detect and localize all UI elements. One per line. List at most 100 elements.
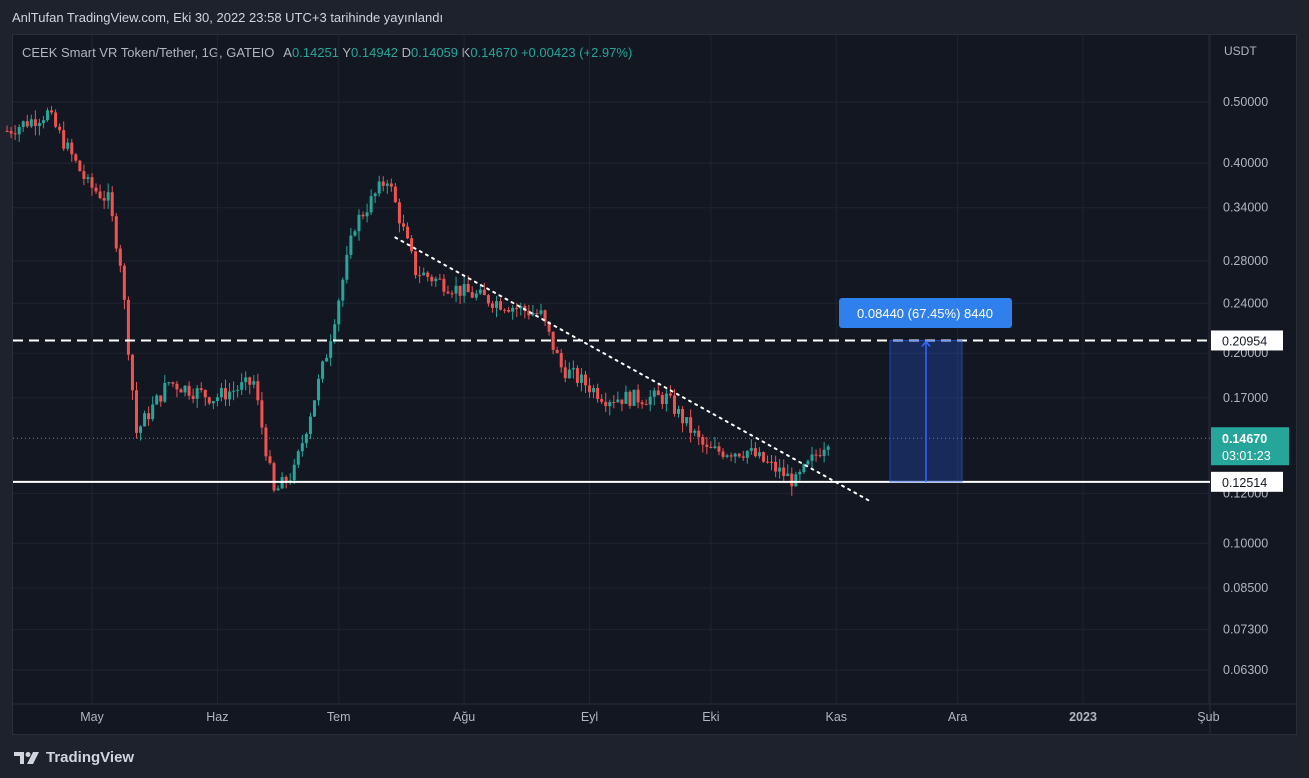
candle — [122, 263, 126, 310]
candle-body — [733, 453, 737, 457]
candle — [232, 381, 236, 401]
candle — [426, 271, 430, 282]
candle — [677, 405, 681, 418]
candle — [46, 107, 50, 122]
candle-body — [232, 390, 236, 392]
candle-body — [106, 192, 110, 201]
candle-body — [361, 214, 365, 217]
candle-body — [25, 121, 29, 127]
candle-body — [207, 397, 211, 404]
candle — [632, 389, 636, 407]
candle-body — [385, 183, 389, 186]
candle-body — [766, 461, 770, 463]
candle-body — [559, 353, 563, 368]
candle — [798, 469, 802, 481]
candle — [215, 393, 219, 407]
candle — [608, 399, 612, 416]
candle-body — [644, 404, 648, 406]
candle — [381, 176, 385, 192]
candle — [300, 434, 304, 457]
candle-body — [195, 388, 199, 399]
candle-body — [418, 275, 422, 277]
candle — [389, 178, 393, 192]
candle — [507, 306, 511, 313]
candle — [373, 192, 377, 203]
candle — [62, 121, 66, 152]
candle — [17, 124, 21, 142]
candle-body — [256, 381, 260, 401]
candle-body — [474, 293, 478, 298]
candle-body — [588, 385, 592, 393]
candle — [454, 276, 458, 303]
countdown-label: 03:01:23 — [1222, 449, 1271, 463]
candle-body — [430, 276, 434, 282]
price-tick-label: 0.17000 — [1223, 391, 1268, 405]
candle — [393, 183, 397, 204]
tradingview-logo[interactable]: TradingView — [14, 749, 134, 766]
candle-body — [806, 460, 810, 465]
candle — [134, 382, 138, 439]
candle — [535, 309, 539, 316]
candle-body — [616, 399, 620, 403]
candle-body — [236, 389, 240, 391]
candle — [337, 298, 341, 332]
candle-body — [365, 212, 369, 217]
candle-body — [82, 171, 86, 179]
candle — [29, 114, 33, 129]
candle-body — [126, 299, 130, 355]
candle-body — [636, 389, 640, 403]
candle — [555, 346, 559, 354]
candle — [802, 463, 806, 475]
candle-body — [292, 464, 296, 481]
candle — [187, 381, 191, 400]
candle — [588, 377, 592, 398]
candle — [729, 452, 733, 462]
measure-label-bg — [839, 298, 1012, 328]
candle-body — [341, 279, 345, 301]
candle — [810, 446, 814, 469]
candle — [741, 450, 745, 461]
candle-body — [414, 251, 418, 276]
candle — [717, 442, 721, 456]
candle — [207, 396, 211, 406]
candle-body — [171, 382, 175, 384]
candle-body — [434, 278, 438, 282]
candle — [766, 455, 770, 464]
candle-body — [527, 310, 531, 316]
last-price-tag — [1211, 427, 1289, 466]
candle-body — [317, 378, 321, 401]
candle-body — [264, 427, 268, 457]
candle-body — [151, 404, 155, 420]
candle-body — [191, 395, 195, 399]
candle — [167, 381, 171, 386]
open-value: 0.14251 — [291, 45, 339, 60]
candle — [782, 459, 786, 484]
candle-body — [406, 226, 410, 239]
candle — [778, 459, 782, 479]
candle-body — [147, 413, 151, 420]
candle-body — [357, 214, 361, 232]
candle-body — [608, 401, 612, 407]
candle — [240, 373, 244, 396]
candle-body — [211, 401, 215, 404]
candle-body — [737, 453, 741, 457]
candle — [725, 453, 729, 459]
candle — [527, 304, 531, 320]
candle-body — [312, 400, 316, 417]
candle — [620, 399, 624, 412]
candle-body — [175, 383, 179, 390]
candle-body — [159, 395, 163, 402]
candle — [681, 405, 685, 433]
candle-body — [632, 389, 636, 406]
candle-body — [583, 374, 587, 386]
candle — [685, 417, 689, 427]
candle-body — [668, 393, 672, 396]
measure-arrowhead — [921, 340, 931, 347]
candle — [70, 138, 74, 162]
candle — [672, 389, 676, 417]
candle — [130, 353, 134, 400]
candle-body — [454, 285, 458, 294]
candle — [705, 436, 709, 455]
candle-body — [41, 120, 45, 124]
